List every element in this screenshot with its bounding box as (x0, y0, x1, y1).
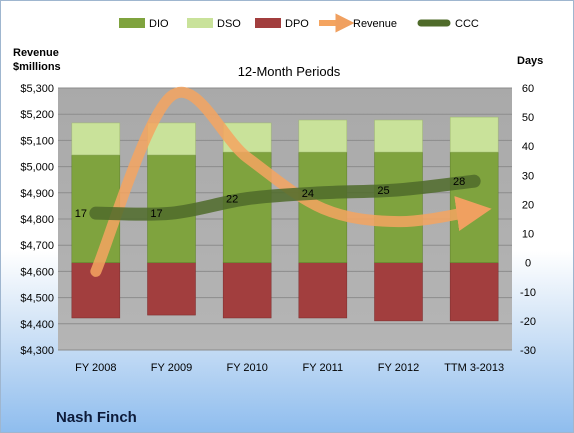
legend-label: DIO (149, 18, 169, 30)
category-label: FY 2010 (226, 362, 267, 374)
legend-label: CCC (455, 18, 479, 30)
category-label: FY 2009 (151, 362, 192, 374)
right-tick-label: 10 (522, 229, 534, 241)
ccc-data-label: 28 (453, 176, 465, 188)
left-tick-label: $4,800 (20, 214, 54, 226)
legend-swatch-dio (119, 18, 145, 28)
right-tick-label: -10 (520, 287, 536, 299)
bar-dio (374, 151, 423, 263)
ccc-data-label: 25 (377, 185, 389, 197)
left-tick-label: $5,300 (20, 83, 54, 95)
bar-dpo (298, 262, 348, 319)
ccc-line (89, 174, 481, 221)
right-tick-label: 50 (522, 112, 534, 124)
ccc-data-label: 17 (150, 208, 162, 220)
bar-dpo (374, 262, 423, 322)
revenue-line (90, 87, 492, 277)
bar-dpo (222, 262, 272, 319)
legend-swatch-dpo (255, 18, 281, 28)
left-axis-title-line2: $millions (13, 61, 61, 73)
left-tick-label: $5,000 (20, 162, 54, 174)
right-tick-label: 20 (522, 199, 534, 211)
left-tick-label: $4,400 (20, 319, 54, 331)
right-tick-label: 30 (522, 170, 534, 182)
left-tick-label: $5,100 (20, 135, 54, 147)
category-label: FY 2012 (378, 362, 419, 374)
category-label: FY 2011 (303, 362, 344, 374)
left-tick-label: $4,500 (20, 293, 54, 305)
legend-label: DPO (285, 18, 309, 30)
bar-dpo (147, 262, 196, 316)
ccc-data-label: 24 (302, 188, 314, 200)
bar-dso (449, 116, 499, 153)
legend-label: DSO (217, 18, 241, 30)
category-label: TTM 3-2013 (444, 362, 504, 374)
bar-dso (298, 119, 348, 153)
ccc-data-label: 22 (226, 194, 238, 206)
left-axis-ticks: $4,300 $4,400 $4,500 $4,600 $4,700 $4,800 $4,9… (20, 83, 54, 357)
company-name: Nash Finch (56, 409, 137, 426)
ccc-data-label: 17 (75, 208, 87, 220)
bar-dpo (449, 262, 499, 322)
left-tick-label: $5,200 (20, 109, 54, 121)
bar-dso (71, 122, 121, 156)
legend-label: Revenue (353, 18, 397, 30)
left-tick-label: $4,900 (20, 188, 54, 200)
category-label: FY 2008 (75, 362, 116, 374)
right-tick-label: -30 (520, 345, 536, 357)
series-lines: 17 17 22 24 25 28 (75, 87, 492, 277)
left-axis-title-line1: Revenue (13, 47, 59, 59)
left-tick-label: $4,700 (20, 240, 54, 252)
right-tick-label: 60 (522, 83, 534, 95)
right-axis-ticks: -30 -20 -10 0 10 20 30 40 50 60 (520, 83, 536, 357)
bar-dso (374, 119, 423, 153)
category-labels: FY 2008 FY 2009 FY 2010 FY 2011 FY 2012 TTM 3… (75, 362, 504, 374)
left-tick-label: $4,300 (20, 345, 54, 357)
right-tick-label: -20 (520, 316, 536, 328)
chart-legend: DIO DSO DPO Revenue CCC (119, 13, 479, 33)
right-tick-label: 40 (522, 141, 534, 153)
left-tick-label: $4,600 (20, 266, 54, 278)
legend-swatch-dso (187, 18, 213, 28)
right-tick-label: 0 (525, 258, 531, 270)
chart-title: 12-Month Periods (238, 64, 341, 79)
right-axis-title: Days (517, 55, 543, 67)
